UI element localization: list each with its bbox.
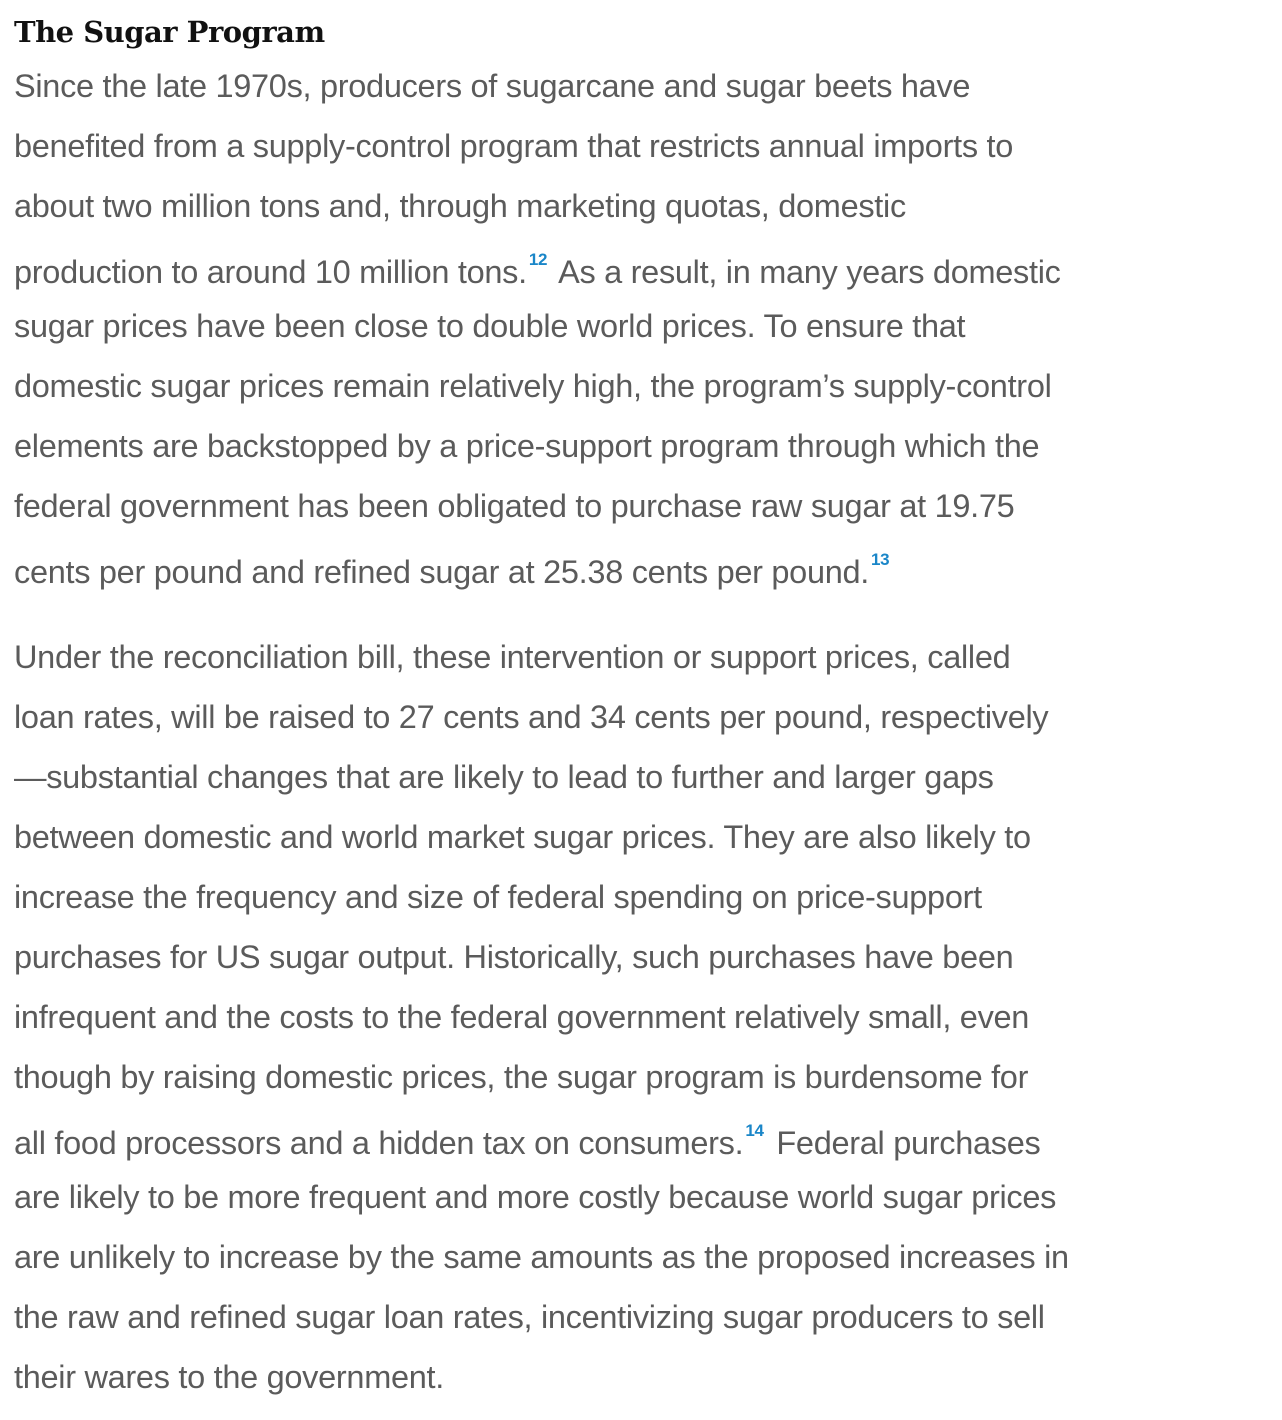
text-segment: Federal purchases: [767, 1124, 1041, 1161]
text-line: cents per pound and refined sugar at 25.…: [14, 536, 1268, 596]
text-line: benefited from a supply-control program …: [14, 128, 1014, 164]
text-line: though by raising domestic prices, the s…: [14, 1059, 1029, 1095]
paragraph-1: Since the late 1970s, producers of sugar…: [14, 56, 1268, 596]
text-segment: cents per pound and refined sugar at 25.…: [14, 553, 870, 590]
text-line: the raw and refined sugar loan rates, in…: [14, 1299, 1045, 1335]
text-line: are likely to be more frequent and more …: [14, 1179, 1057, 1215]
text-line: production to around 10 million tons. 12 …: [14, 236, 1268, 296]
text-line: their wares to the government.: [14, 1359, 444, 1395]
text-line: federal government has been obligated to…: [14, 488, 1015, 524]
text-line: Under the reconciliation bill, these int…: [14, 639, 1011, 675]
text-line: are unlikely to increase by the same amo…: [14, 1239, 1069, 1275]
footnote-link[interactable]: 13: [871, 550, 890, 569]
text-line: infrequent and the costs to the federal …: [14, 999, 1030, 1035]
text-segment: production to around 10 million tons.: [14, 253, 527, 290]
text-line: domestic sugar prices remain relatively …: [14, 368, 1052, 404]
footnote-link[interactable]: 12: [528, 250, 548, 269]
text-line: loan rates, will be raised to 27 cents a…: [14, 699, 1049, 735]
footnote-link[interactable]: 14: [745, 1121, 764, 1140]
text-line: increase the frequency and size of feder…: [14, 879, 982, 915]
text-segment: As a result, in many years domestic: [551, 253, 1061, 290]
text-line: sugar prices have been close to double w…: [14, 308, 966, 344]
text-line: between domestic and world market sugar …: [14, 819, 1031, 855]
text-line: purchases for US sugar output. Historica…: [14, 939, 1014, 975]
text-line: all food processors and a hidden tax on …: [14, 1107, 1268, 1167]
text-line: elements are backstopped by a price-supp…: [14, 428, 1040, 464]
text-line: —substantial changes that are likely to …: [14, 759, 994, 795]
text-line: about two million tons and, through mark…: [14, 188, 906, 224]
section-heading: The Sugar Program: [14, 15, 325, 49]
paragraph-2: Under the reconciliation bill, these int…: [14, 627, 1268, 1407]
text-line: Since the late 1970s, producers of sugar…: [14, 68, 971, 104]
text-segment: all food processors and a hidden tax on …: [14, 1124, 744, 1161]
